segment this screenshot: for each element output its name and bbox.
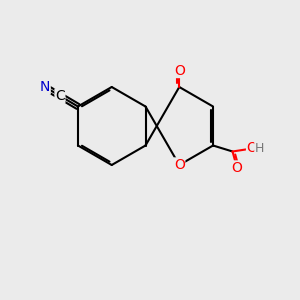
Text: H: H	[255, 142, 264, 155]
Text: N: N	[40, 80, 50, 94]
Text: O: O	[174, 158, 185, 172]
Text: O: O	[174, 64, 185, 77]
Text: O: O	[232, 161, 242, 175]
Text: O: O	[247, 142, 257, 155]
Text: C: C	[55, 89, 65, 103]
